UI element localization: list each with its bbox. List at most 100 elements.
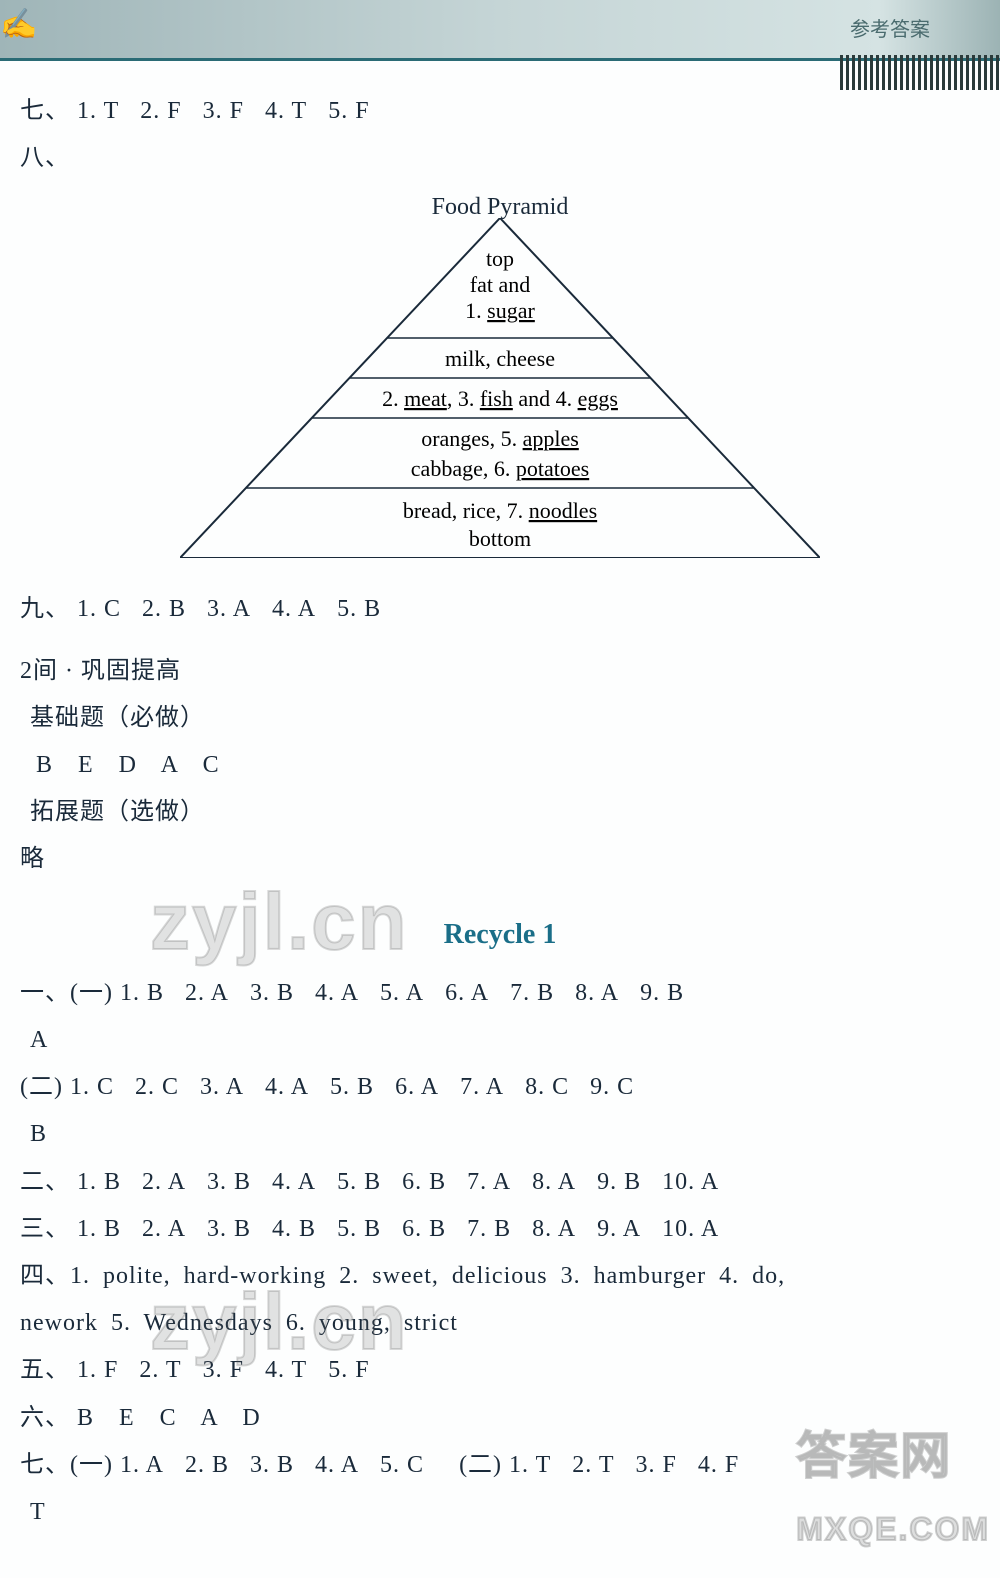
q9-marker: 九、: [20, 596, 70, 622]
r1p1-item: 6. A: [445, 972, 489, 1015]
question-7: 七、 1. T 2. F 3. F 4. T 5. F: [20, 90, 980, 133]
recycle-r1-p2: (二) 1. C 2. C 3. A 4. A 5. B 6. A 7. A 8…: [20, 1066, 980, 1109]
r2-item: 6. B: [402, 1161, 446, 1204]
pyr-l5a: bread, rice, 7. noodles: [403, 498, 597, 523]
r7-item: 3. B: [250, 1444, 294, 1487]
pyr-l1b: fat and: [470, 272, 530, 297]
q7-item: 5. F: [328, 90, 369, 133]
r3-item: 2. A: [142, 1208, 186, 1251]
r6-marker: 六、: [20, 1405, 70, 1431]
watermark-bottom: 答案网 MXQE.COM: [796, 1411, 990, 1559]
question-9: 九、 1. C 2. B 3. A 4. A 5. B: [20, 588, 980, 631]
r1p2-marker: (二): [20, 1074, 63, 1100]
recycle-r3: 三、 1. B 2. A 3. B 4. B 5. B 6. B 7. B 8.…: [20, 1208, 980, 1251]
r1p1-item: 1. B: [120, 972, 164, 1015]
r3-item: 1. B: [77, 1208, 121, 1251]
header-label: 参考答案: [850, 12, 930, 48]
recycle-r2: 二、 1. B 2. A 3. B 4. A 5. B 6. B 7. A 8.…: [20, 1161, 980, 1204]
r1p2-item: 9. C: [590, 1066, 634, 1109]
r7-item: 1. A: [120, 1444, 164, 1487]
r3-item: 5. B: [337, 1208, 381, 1251]
q9-item: 1. C: [77, 588, 121, 631]
r1p1-item: 7. B: [510, 972, 554, 1015]
watermark-3b: MXQE.COM: [796, 1501, 990, 1559]
r2-item: 7. A: [467, 1161, 511, 1204]
recycle-title: Recycle 1: [20, 910, 980, 960]
r6-text: B E C A D: [77, 1405, 261, 1431]
r3-item: 4. B: [272, 1208, 316, 1251]
question-8-marker: 八、: [20, 137, 980, 180]
q7-marker: 七、: [20, 98, 70, 124]
q7-item: 4. T: [265, 90, 307, 133]
r7-marker: 七、(一): [20, 1452, 113, 1478]
r3-item: 8. A: [532, 1208, 576, 1251]
r7-marker2: (二): [459, 1452, 502, 1478]
r1p2-item: 7. A: [460, 1066, 504, 1109]
pyr-l2: milk, cheese: [445, 346, 555, 371]
pyr-l4a: oranges, 5. apples: [421, 426, 579, 451]
r7-item2: 2. T: [572, 1444, 614, 1487]
r3-item: 7. B: [467, 1208, 511, 1251]
r7-item: 2. B: [185, 1444, 229, 1487]
pyr-l4b: cabbage, 6. potatoes: [411, 456, 589, 481]
r2-item: 1. B: [77, 1161, 121, 1204]
r7-item2: 1. T: [509, 1444, 551, 1487]
r5-item: 4. T: [265, 1349, 307, 1392]
section-heading: 2间 · 巩固提高: [20, 650, 980, 693]
barcode-decoration: [840, 55, 1000, 90]
r1p2-item: 1. C: [70, 1066, 114, 1109]
r2-item: 9. B: [597, 1161, 641, 1204]
r7-item: 5. C: [380, 1444, 424, 1487]
r2-item: 3. B: [207, 1161, 251, 1204]
r1p2-item: 4. A: [265, 1066, 309, 1109]
r2-marker: 二、: [20, 1169, 70, 1195]
r2-item: 4. A: [272, 1161, 316, 1204]
r2-item: 5. B: [337, 1161, 381, 1204]
r3-item: 10. A: [662, 1208, 719, 1251]
r5-item: 3. F: [203, 1349, 244, 1392]
r1p2-tail: B: [30, 1113, 980, 1156]
sub2-heading: 拓展题（选做）: [30, 791, 980, 834]
r7-item2: 4. F: [698, 1444, 739, 1487]
q7-item: 2. F: [140, 90, 181, 133]
r1p1-marker: 一、(一): [20, 980, 113, 1006]
q9-item: 4. A: [272, 588, 316, 631]
recycle-r4-l2: nework 5. Wednesdays 6. young, strict: [20, 1302, 980, 1345]
pyramid-svg: top fat and 1. sugar milk, cheese 2. mea…: [180, 218, 820, 558]
r1p2-item: 8. C: [525, 1066, 569, 1109]
r1p2-item: 6. A: [395, 1066, 439, 1109]
pyr-l1c: 1. sugar: [465, 298, 535, 323]
sub1-heading: 基础题（必做）: [30, 697, 980, 740]
q7-item: 1. T: [77, 90, 119, 133]
q9-item: 2. B: [142, 588, 186, 631]
r2-item: 10. A: [662, 1161, 719, 1204]
q9-item: 3. A: [207, 588, 251, 631]
page-header: ✍ 参考答案: [0, 0, 1000, 61]
r2-item: 2. A: [142, 1161, 186, 1204]
r3-marker: 三、: [20, 1216, 70, 1242]
watermark-3a: 答案网: [796, 1411, 990, 1501]
r3-item: 3. B: [207, 1208, 251, 1251]
r1p1-item: 5. A: [380, 972, 424, 1015]
pyr-l5b: bottom: [469, 526, 531, 551]
sub1-answers: B E D A C: [36, 744, 980, 787]
r5-item: 1. F: [77, 1349, 118, 1392]
r1p2-item: 5. B: [330, 1066, 374, 1109]
recycle-r5: 五、 1. F 2. T 3. F 4. T 5. F: [20, 1349, 980, 1392]
recycle-r4-l1: 四、1. polite, hard-working 2. sweet, deli…: [20, 1255, 980, 1298]
r1p1-tail: A: [30, 1019, 980, 1062]
page-content: 七、 1. T 2. F 3. F 4. T 5. F 八、 Food Pyra…: [0, 61, 1000, 1578]
r1p1-item: 8. A: [575, 972, 619, 1015]
q7-item: 3. F: [203, 90, 244, 133]
r1p1-item: 4. A: [315, 972, 359, 1015]
r2-item: 8. A: [532, 1161, 576, 1204]
r3-item: 9. A: [597, 1208, 641, 1251]
recycle-r1-p1: 一、(一) 1. B 2. A 3. B 4. A 5. A 6. A 7. B…: [20, 972, 980, 1015]
food-pyramid: Food Pyramid top fat and 1. sugar milk, …: [180, 186, 820, 566]
wing-icon: ✍: [0, 0, 37, 52]
sub2-answers: 略: [20, 838, 980, 881]
r1p2-item: 2. C: [135, 1066, 179, 1109]
r1p2-item: 3. A: [200, 1066, 244, 1109]
pyr-l3: 2. meat, 3. fish and 4. eggs: [382, 386, 618, 411]
r5-item: 5. F: [328, 1349, 369, 1392]
